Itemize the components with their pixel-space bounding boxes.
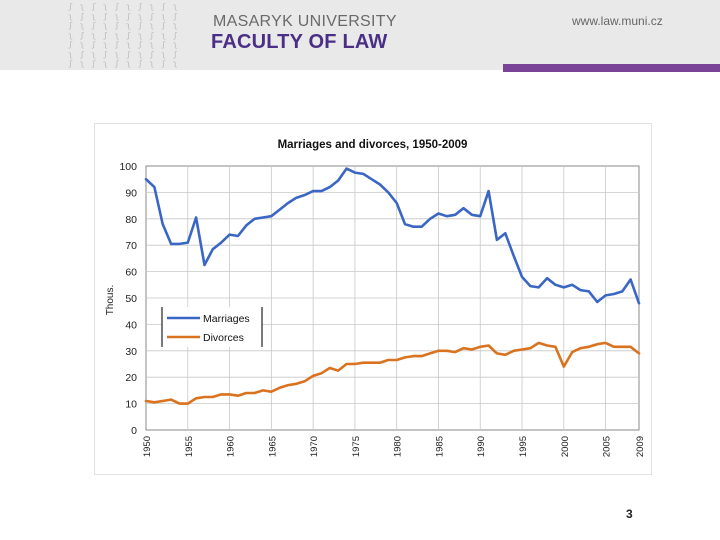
x-tick-label: 1995	[518, 436, 529, 457]
x-tick-label: 1985	[434, 436, 445, 457]
x-tick-label: 2009	[635, 436, 646, 457]
y-tick-label: 10	[125, 399, 137, 411]
university-logo-pattern: ʃ ʅ ʃ ʅ ʃ ʅ ʃ ʅ ʃ ʅ ʅ ʃ ʅ ʃ ʅ ʃ ʅ ʃ ʅ ʃ …	[68, 2, 179, 68]
y-tick-label: 0	[131, 425, 137, 437]
x-tick-label: 1980	[393, 436, 404, 457]
x-tick-label: 1965	[267, 436, 278, 457]
website-url: www.law.muni.cz	[572, 14, 663, 28]
y-axis-label: Thous.	[105, 285, 116, 316]
chart-title: Marriages and divorces, 1950-2009	[278, 139, 468, 151]
chart-frame: Marriages and divorces, 1950-2009 0 10 20 30…	[94, 123, 652, 475]
y-tick-label: 90	[125, 187, 137, 199]
legend-label-marriages: Marriages	[203, 313, 250, 325]
page-number: 3	[626, 507, 633, 521]
x-tick-label: 1960	[226, 436, 237, 457]
y-tick-label: 20	[125, 372, 137, 384]
legend-label-divorces: Divorces	[203, 332, 244, 344]
faculty-name: FACULTY OF LAW	[211, 31, 388, 53]
x-tick-label: 1970	[309, 436, 320, 457]
x-tick-label: 2005	[602, 436, 613, 457]
y-tick-label: 80	[125, 214, 137, 226]
x-tick-label: 1975	[351, 436, 362, 457]
series-line-divorces	[144, 341, 641, 405]
y-tick-label: 100	[119, 161, 137, 173]
y-tick-label: 40	[125, 319, 137, 331]
university-name: MASARYK UNIVERSITY	[213, 13, 397, 30]
series-line-marriages	[144, 167, 641, 305]
y-tick-label: 30	[125, 346, 137, 358]
x-tick-label: 1955	[184, 436, 195, 457]
y-tick-label: 60	[125, 267, 137, 279]
y-tick-label: 70	[125, 240, 137, 252]
header-bar: ʃ ʅ ʃ ʅ ʃ ʅ ʃ ʅ ʃ ʅ ʅ ʃ ʅ ʃ ʅ ʃ ʅ ʃ ʅ ʃ …	[0, 0, 720, 70]
marriages-divorces-chart: Marriages and divorces, 1950-2009 0 10 20 30…	[105, 139, 646, 457]
x-tick-label: 1990	[476, 436, 487, 457]
x-tick-label: 1950	[142, 436, 153, 457]
accent-bar	[503, 64, 720, 72]
legend-box	[162, 307, 262, 347]
x-tick-label: 2000	[560, 436, 571, 457]
y-tick-label: 50	[125, 293, 137, 305]
